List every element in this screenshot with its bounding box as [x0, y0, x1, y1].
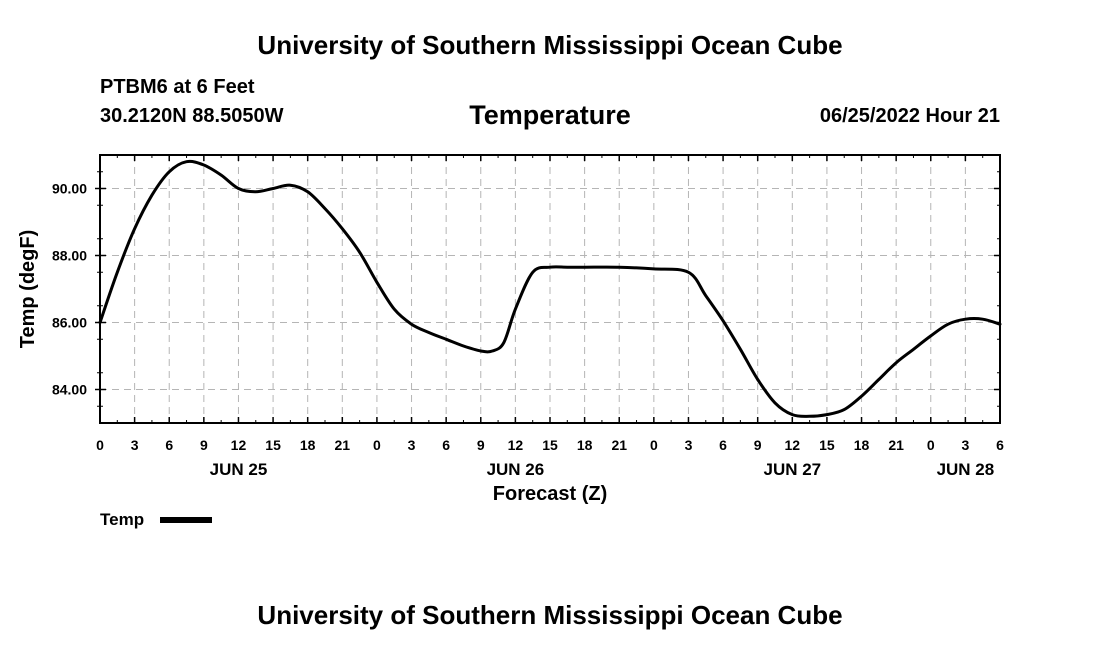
temp-series-line: [98, 159, 1002, 418]
y-axis-title: Temp (degF): [17, 230, 39, 349]
x-tick-label: 18: [854, 437, 870, 453]
x-tick-label: 6: [719, 437, 727, 453]
x-tick-label: 3: [685, 437, 693, 453]
y-tick-label: 84.00: [52, 382, 87, 398]
x-tick-label: 6: [996, 437, 1004, 453]
x-tick-label: 12: [231, 437, 247, 453]
x-tick-label: 18: [577, 437, 593, 453]
x-tick-label: 18: [300, 437, 316, 453]
x-tick-label: 0: [650, 437, 658, 453]
series-layer: [98, 159, 1002, 418]
axis-ticks: [95, 155, 1001, 423]
forecast-datetime: 06/25/2022 Hour 21: [819, 105, 1000, 127]
x-tick-label: 21: [888, 437, 904, 453]
y-tick-label: 88.00: [52, 248, 87, 264]
date-label: JUN 27: [763, 460, 821, 479]
x-tick-label: 0: [927, 437, 935, 453]
footer-title: University of Southern Mississippi Ocean…: [257, 600, 843, 630]
date-label: JUN 25: [210, 460, 268, 479]
x-tick-label: 21: [611, 437, 627, 453]
x-tick-label: 0: [96, 437, 104, 453]
station-label: PTBM6 at 6 Feet: [100, 76, 255, 98]
y-tick-label: 86.00: [52, 315, 87, 331]
legend-swatch: [160, 517, 212, 523]
x-tick-label: 6: [165, 437, 173, 453]
x-tick-label: 12: [508, 437, 524, 453]
date-label: JUN 28: [937, 460, 995, 479]
y-tick-label: 90.00: [52, 181, 87, 197]
x-tick-label: 12: [785, 437, 801, 453]
x-tick-label: 6: [442, 437, 450, 453]
x-tick-label: 9: [200, 437, 208, 453]
x-axis-title: Forecast (Z): [493, 483, 607, 505]
x-tick-label: 15: [265, 437, 281, 453]
x-tick-label: 15: [542, 437, 558, 453]
legend: Temp: [100, 510, 212, 529]
main-title: University of Southern Mississippi Ocean…: [257, 30, 843, 60]
x-tick-label: 21: [335, 437, 351, 453]
grid-lines: [100, 155, 1000, 423]
chart-title: Temperature: [469, 100, 631, 130]
x-tick-label: 3: [131, 437, 139, 453]
x-tick-label: 3: [408, 437, 416, 453]
x-tick-label: 3: [961, 437, 969, 453]
x-tick-label: 0: [373, 437, 381, 453]
station-coordinates: 30.2120N 88.5050W: [100, 105, 284, 127]
x-tick-label: 9: [754, 437, 762, 453]
legend-label: Temp: [100, 510, 144, 529]
date-label: JUN 26: [487, 460, 545, 479]
axis-labels: 0 3 6 9 12 15 18 21 0 3 6 9 12 15 18 21 0 3 6 9 12 15 18 21 0 3 6 8…: [52, 181, 1004, 480]
x-tick-label: 9: [477, 437, 485, 453]
x-tick-label: 15: [819, 437, 835, 453]
